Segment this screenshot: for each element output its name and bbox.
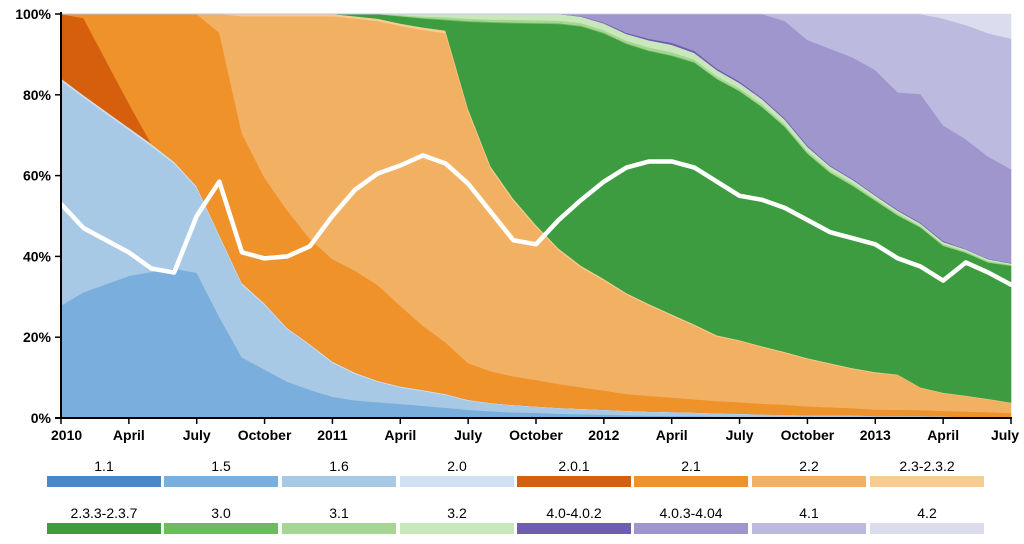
legend-item-2-3-3-2-3-7: 2.3.3-2.3.7 [47, 505, 161, 534]
legend-label: 1.6 [329, 458, 349, 474]
legend-label: 2.1 [681, 458, 701, 474]
legend-label: 4.0.3-4.04 [659, 505, 722, 521]
y-tick-label: 0% [31, 410, 52, 426]
legend-swatch [282, 523, 396, 534]
legend-label: 4.1 [799, 505, 819, 521]
x-tick-label: April [656, 427, 688, 443]
overlay-line [58, 153, 1014, 287]
legend-swatch [282, 476, 396, 487]
legend-item-2-0: 2.0 [400, 458, 514, 487]
x-tick-label: 2011 [317, 427, 348, 443]
x-tick-label: July [726, 427, 754, 443]
legend-label: 4.2 [917, 505, 937, 521]
legend-swatch [47, 523, 161, 534]
axes-layer: 0% 20% 40% 60% 80% 100% 2010 April July October 20… [15, 6, 1019, 443]
legend-swatch [752, 523, 866, 534]
legend-label: 3.0 [211, 505, 231, 521]
x-tick-label: 2010 [51, 427, 82, 443]
legend-swatch [752, 476, 866, 487]
x-tick-label: April [927, 427, 959, 443]
legend-item-3-2: 3.2 [400, 505, 514, 534]
legend-item-2-1: 2.1 [634, 458, 748, 487]
y-tick-label: 20% [23, 329, 52, 345]
legend-label: 3.2 [447, 505, 467, 521]
x-tick-label: October [238, 427, 292, 443]
x-tick-label: October [509, 427, 563, 443]
legend-label: 2.2 [799, 458, 819, 474]
legend-item-2-0-1: 2.0.1 [517, 458, 631, 487]
legend-item-1-6: 1.6 [282, 458, 396, 487]
legend-label: 2.0.1 [558, 458, 589, 474]
legend-item-3-1: 3.1 [282, 505, 396, 534]
legend-item-2-2: 2.2 [752, 458, 866, 487]
x-tick-label: July [183, 427, 211, 443]
overlay-line-layer [58, 153, 1014, 287]
x-tick-label: July [991, 427, 1019, 443]
x-tick-label: 2012 [588, 427, 619, 443]
legend-item-1-5: 1.5 [164, 458, 278, 487]
x-tick-label: October [781, 427, 835, 443]
legend-swatch [634, 476, 748, 487]
legend-swatch [634, 523, 748, 534]
legend-swatch [400, 476, 514, 487]
legend-label: 1.5 [211, 458, 231, 474]
legend-swatch [400, 523, 514, 534]
legend-swatch [164, 523, 278, 534]
legend-swatch [870, 476, 984, 487]
legend-item-4-0-4-0-2: 4.0-4.0.2 [517, 505, 631, 534]
legend-label: 2.3.3-2.3.7 [71, 505, 138, 521]
area-series-4-2 [61, 13, 1012, 39]
legend-item-4-1: 4.1 [752, 505, 866, 534]
y-tick-label: 40% [23, 248, 52, 264]
legend-label: 3.1 [329, 505, 349, 521]
x-tick-label: 2013 [860, 427, 891, 443]
legend-swatch [164, 476, 278, 487]
areas-layer [60, 13, 1012, 419]
legend-item-1-1: 1.1 [47, 458, 161, 487]
legend-swatch [870, 523, 984, 534]
legend-label: 2.3-2.3.2 [899, 458, 954, 474]
x-tick-label: April [113, 427, 145, 443]
y-tick-label: 60% [23, 168, 52, 184]
legend-item-2-3-2-3-2: 2.3-2.3.2 [870, 458, 984, 487]
legend-swatch [47, 476, 161, 487]
legend-label: 4.0-4.0.2 [546, 505, 601, 521]
legend: 1.1 1.5 1.6 2.0 2.0.1 2.1 2.2 2.3-2.3.2 2.3.3-2.… [47, 458, 984, 534]
legend-swatch [517, 476, 631, 487]
x-tick-label: July [454, 427, 482, 443]
y-tick-label: 100% [15, 6, 51, 22]
legend-swatch [517, 523, 631, 534]
legend-item-3-0: 3.0 [164, 505, 278, 534]
legend-item-4-0-3-4-04: 4.0.3-4.04 [634, 505, 748, 534]
y-tick-label: 80% [23, 87, 52, 103]
legend-label: 2.0 [447, 458, 467, 474]
x-tick-label: April [384, 427, 416, 443]
legend-label: 1.1 [94, 458, 114, 474]
legend-item-4-2: 4.2 [870, 505, 984, 534]
